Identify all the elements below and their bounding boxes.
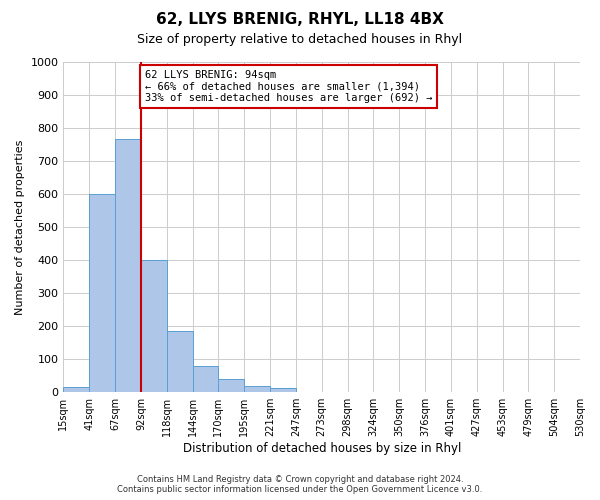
Text: Contains HM Land Registry data © Crown copyright and database right 2024.
Contai: Contains HM Land Registry data © Crown c… — [118, 474, 482, 494]
Bar — [193, 366, 218, 392]
Bar — [141, 260, 167, 392]
Text: 62 LLYS BRENIG: 94sqm
← 66% of detached houses are smaller (1,394)
33% of semi-d: 62 LLYS BRENIG: 94sqm ← 66% of detached … — [145, 70, 432, 103]
Y-axis label: Number of detached properties: Number of detached properties — [15, 139, 25, 314]
Bar — [89, 194, 115, 392]
Text: Size of property relative to detached houses in Rhyl: Size of property relative to detached ho… — [137, 32, 463, 46]
Bar — [167, 331, 193, 392]
Text: 62, LLYS BRENIG, RHYL, LL18 4BX: 62, LLYS BRENIG, RHYL, LL18 4BX — [156, 12, 444, 28]
Bar — [64, 387, 89, 392]
Bar — [218, 379, 244, 392]
Bar — [244, 386, 270, 392]
X-axis label: Distribution of detached houses by size in Rhyl: Distribution of detached houses by size … — [182, 442, 461, 455]
Bar — [270, 388, 296, 392]
Bar — [115, 139, 141, 392]
